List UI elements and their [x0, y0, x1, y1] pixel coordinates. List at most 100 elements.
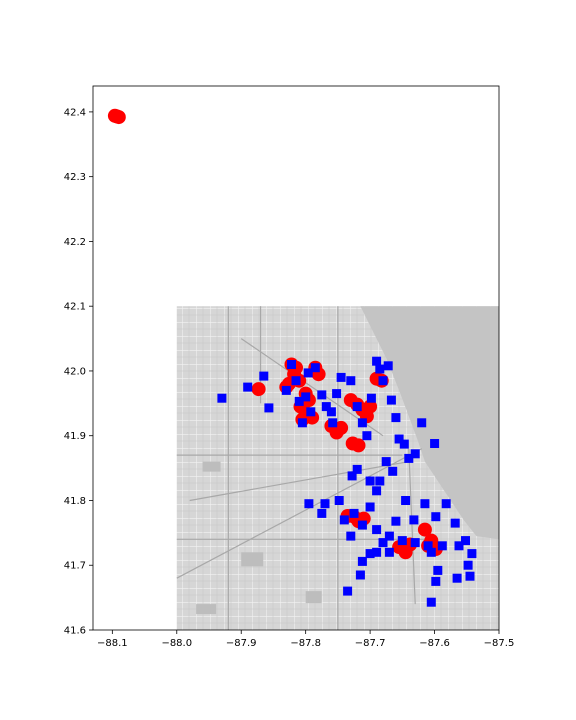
blue-square-point: [243, 382, 253, 392]
basemap-road: [176, 448, 422, 579]
blue-square-point: [372, 525, 382, 535]
blue-square-point: [372, 547, 382, 557]
red-circle-point: [251, 382, 266, 397]
x-tick-label: −87.7: [355, 638, 386, 649]
blue-square-point: [365, 502, 375, 512]
blue-square-point: [365, 476, 375, 486]
blue-square-point: [386, 395, 396, 405]
blue-square-point: [409, 515, 419, 525]
blue-square-point: [450, 518, 460, 528]
blue-square-point: [317, 508, 327, 518]
y-tick-label: 42.2: [64, 237, 86, 248]
blue-square-point: [287, 360, 296, 369]
basemap-park: [196, 604, 217, 615]
x-tick-label: −87.5: [484, 638, 515, 649]
blue-square-point: [304, 499, 314, 509]
blue-square-point: [297, 418, 307, 428]
red-circle-point: [334, 420, 349, 435]
basemap-lake: [360, 306, 499, 540]
blue-square-point: [399, 439, 409, 449]
blue-square-point: [357, 520, 367, 530]
blue-square-point: [321, 402, 331, 412]
series-blue-squares: [217, 356, 477, 607]
blue-square-point: [452, 573, 462, 583]
blue-square-point: [366, 393, 376, 403]
blue-square-point: [343, 586, 353, 596]
x-tick-label: −88.1: [97, 638, 128, 649]
blue-square-point: [420, 499, 430, 509]
x-axis: −88.1 −88.0 −87.9 −87.8 −87.7 −87.6 −87.5: [97, 630, 514, 649]
basemap-park: [241, 552, 264, 567]
blue-square-point: [417, 418, 427, 428]
blue-square-point: [362, 431, 372, 441]
y-tick-label: 42.3: [64, 172, 86, 183]
x-tick-label: −87.6: [419, 638, 450, 649]
basemap-park: [202, 461, 221, 472]
red-circle-point: [107, 108, 122, 123]
basemap-road: [408, 448, 416, 605]
blue-square-point: [433, 565, 443, 575]
blue-square-point: [388, 466, 398, 476]
blue-square-point: [306, 407, 316, 417]
red-circle-point: [417, 522, 432, 537]
blue-square-point: [264, 403, 274, 413]
y-tick-label: 42.1: [64, 302, 86, 313]
blue-square-point: [423, 541, 433, 551]
blue-square-point: [303, 368, 313, 378]
blue-square-point: [334, 496, 344, 505]
blue-square-point: [317, 390, 327, 400]
blue-square-point: [346, 376, 356, 386]
y-tick-label: 41.9: [64, 431, 86, 442]
y-tick-label: 41.7: [64, 561, 86, 572]
blue-square-point: [381, 457, 391, 467]
y-tick-label: 41.8: [64, 496, 86, 507]
blue-square-point: [375, 364, 385, 374]
blue-square-point: [454, 541, 464, 551]
basemap-park: [305, 591, 322, 604]
red-circle-point: [351, 438, 366, 453]
x-tick-label: −87.8: [290, 638, 321, 649]
blue-square-point: [332, 389, 342, 399]
blue-square-point: [365, 549, 375, 559]
blue-square-point: [437, 541, 447, 551]
y-axis: 41.6 41.7 41.8 41.9 42.0 42.1 42.2 42.3 42.4: [64, 107, 93, 637]
blue-square-point: [326, 407, 336, 417]
blue-square-point: [465, 571, 475, 581]
basemap: [176, 306, 499, 630]
red-circle-point: [363, 399, 378, 414]
basemap-parks: [196, 461, 322, 615]
blue-square-point: [426, 597, 436, 607]
blue-square-point: [294, 396, 304, 406]
basemap-road: [189, 461, 409, 502]
x-tick-label: −87.9: [226, 638, 257, 649]
blue-square-point: [404, 453, 414, 463]
blue-square-point: [339, 515, 349, 525]
blue-square-point: [461, 536, 470, 546]
x-tick-label: −88.0: [161, 638, 192, 649]
blue-square-point: [467, 549, 477, 559]
blue-square-point: [391, 413, 401, 423]
blue-square-point: [328, 418, 338, 428]
blue-square-point: [291, 376, 301, 386]
y-tick-label: 41.6: [64, 626, 86, 637]
blue-square-point: [401, 496, 411, 505]
blue-square-point: [349, 508, 359, 518]
blue-square-point: [410, 538, 420, 548]
blue-square-point: [384, 547, 394, 557]
axes-frame: [92, 85, 500, 631]
blue-square-point: [355, 570, 365, 580]
blue-square-point: [347, 471, 357, 481]
blue-square-point: [378, 538, 388, 548]
blue-square-point: [383, 361, 393, 371]
blue-square-point: [463, 560, 473, 570]
blue-square-point: [372, 486, 382, 496]
blue-square-point: [217, 393, 227, 403]
blue-square-point: [430, 439, 440, 448]
blue-square-point: [372, 356, 382, 366]
blue-square-point: [357, 418, 367, 428]
blue-square-point: [384, 531, 394, 541]
blue-square-point: [352, 464, 362, 474]
blue-square-point: [301, 392, 311, 402]
blue-square-point: [310, 363, 320, 373]
